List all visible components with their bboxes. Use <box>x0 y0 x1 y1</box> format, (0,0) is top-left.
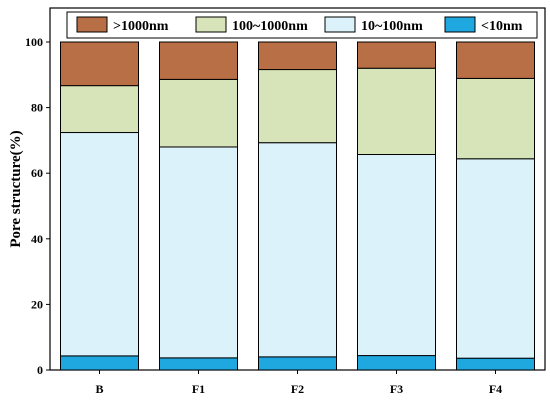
y-tick-label-40: 40 <box>31 232 43 246</box>
bar-segment-f2-3 <box>258 41 337 71</box>
bar-segment-f3-3 <box>357 41 436 69</box>
y-tick-label-20: 20 <box>31 297 43 311</box>
legend-label-2: 10~100nm <box>361 19 423 34</box>
y-tick-label-0: 0 <box>37 363 43 377</box>
bar-segment-f4-2 <box>456 77 535 160</box>
y-axis: 0 20 40 60 80 100 <box>25 35 50 377</box>
bar-segment-f1-1 <box>159 146 238 359</box>
bar-segment-b-0 <box>60 355 139 371</box>
legend-swatch-2 <box>324 16 356 33</box>
bar-segment-f2-2 <box>258 69 337 144</box>
y-tick-label-60: 60 <box>31 166 43 180</box>
bar-segment-f1-3 <box>159 41 238 80</box>
x-tick-label-b: B <box>95 382 103 396</box>
bars-layer <box>60 41 535 371</box>
legend-swatch-3 <box>444 16 476 33</box>
bar-segment-f1-0 <box>159 357 238 371</box>
bar-segment-f2-1 <box>258 142 337 358</box>
legend-label-1: 100~1000nm <box>232 19 308 34</box>
x-tick-label-f1: F1 <box>192 382 205 396</box>
bar-segment-f1-2 <box>159 78 238 148</box>
legend-label-0: >1000nm <box>113 19 169 34</box>
bar-segment-b-3 <box>60 41 139 87</box>
x-tick-label-f4: F4 <box>489 382 502 396</box>
legend-label-3: <10nm <box>481 19 523 34</box>
bar-segment-f3-0 <box>357 355 436 371</box>
y-tick-label-80: 80 <box>31 101 43 115</box>
legend-swatch-0 <box>76 16 108 33</box>
bar-segment-f4-0 <box>456 357 535 371</box>
bar-segment-f3-1 <box>357 154 436 357</box>
x-axis: B F1 F2 F3 F4 <box>95 370 502 396</box>
y-tick-label-100: 100 <box>25 35 43 49</box>
legend-swatch-1 <box>195 16 227 33</box>
x-tick-label-f2: F2 <box>291 382 304 396</box>
y-axis-title: Pore structure(%) <box>8 130 24 247</box>
bar-segment-f2-0 <box>258 356 337 371</box>
bar-segment-f4-3 <box>456 41 535 79</box>
bar-segment-b-1 <box>60 132 139 357</box>
bar-segment-f3-2 <box>357 67 436 156</box>
x-tick-label-f3: F3 <box>390 382 403 396</box>
bar-segment-b-2 <box>60 85 139 134</box>
legend: >1000nm 100~1000nm 10~100nm <10nm <box>66 11 538 39</box>
bar-segment-f4-1 <box>456 158 535 359</box>
